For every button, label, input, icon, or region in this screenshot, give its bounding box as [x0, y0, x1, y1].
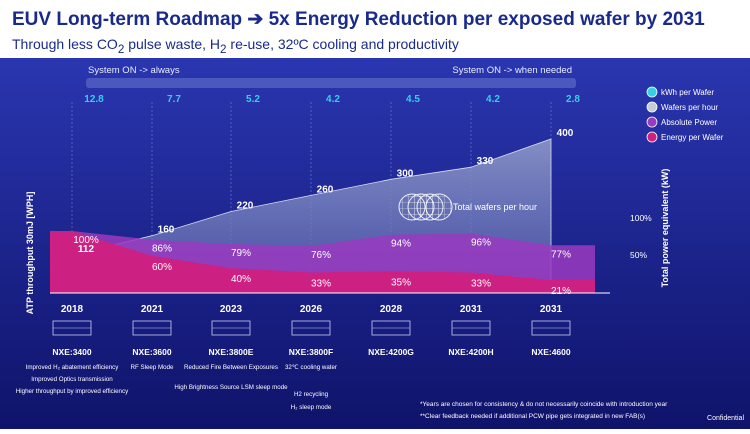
machine-column: NXE:4200H	[448, 320, 494, 357]
energy-value-label: 21%	[551, 286, 571, 297]
machine-name: NXE:4200G	[368, 347, 414, 357]
machine-name: NXE:3600	[132, 347, 171, 357]
legend-swatch-2	[646, 116, 658, 128]
y-axis-left-label: ATP throughput 30mJ [WPH]	[25, 192, 35, 315]
wafers-value-label: 260	[317, 184, 334, 195]
machine-column: NXE:4200G	[368, 320, 414, 357]
machine-list: NXE:3400 Improved H₂ abatement efficiency…	[16, 320, 571, 411]
power-value-label: 76%	[311, 250, 331, 261]
footnote-1: *Years are chosen for consistency & do n…	[420, 401, 668, 408]
machine-name: NXE:3400	[52, 347, 91, 357]
page-title: EUV Long-term Roadmap ➔ 5x Energy Reduct…	[12, 9, 705, 30]
machine-note: Improved Optics transmission	[31, 376, 113, 383]
kwh-value-label: 7.7	[167, 94, 181, 105]
machine-column: NXE:3600 RF Sleep Mode	[131, 320, 175, 371]
machine-note: High Brightness Source LSM sleep mode	[174, 384, 288, 391]
timeline-banner-bar	[86, 78, 576, 88]
energy-value-label: 40%	[231, 274, 251, 285]
chart-marks: 112 160 220 260 300 330 400 100% 86% 79% 76% 94% 96%…	[50, 94, 610, 315]
year-tick-label: 2031	[460, 304, 483, 315]
machine-note: H2 recycling	[294, 391, 329, 398]
machine-note: 32℃ cooling water	[285, 364, 337, 371]
wafers-value-label: 330	[477, 156, 494, 167]
power-value-label: 94%	[391, 239, 411, 250]
machine-note: RF Sleep Mode	[131, 364, 175, 371]
machine-column: NXE:4600	[531, 320, 571, 357]
subtitle-subscript: 2	[117, 42, 125, 56]
power-value-label: 86%	[152, 244, 172, 255]
year-tick-label: 2021	[141, 304, 164, 315]
legend-label-1: Wafers per hour	[661, 103, 718, 112]
kwh-value-label: 4.2	[486, 94, 500, 105]
legend-swatch-3	[646, 131, 658, 143]
kwh-value-label: 12.8	[84, 94, 104, 105]
wafer-icon	[398, 193, 453, 221]
machine-note: Reduced Fire Between Exposures	[184, 364, 278, 371]
banner-always-on: System ON -> always	[88, 65, 180, 76]
legend-label-3: Energy per Wafer	[661, 133, 724, 142]
wafers-value-label: 160	[158, 225, 175, 236]
confidential-label: Confidential	[707, 415, 744, 422]
kwh-value-label: 4.5	[406, 94, 420, 105]
legend-label-2: Absolute Power	[661, 118, 717, 127]
power-value-label: 96%	[471, 238, 491, 249]
subtitle-part: re-use, 32ºC cooling and productivity	[226, 36, 459, 52]
machine-note: H₂ sleep mode	[291, 404, 332, 411]
banner-when-needed: System ON -> when needed	[452, 65, 572, 76]
power-value-label: 79%	[231, 248, 251, 259]
energy-value-label: 33%	[311, 279, 331, 290]
legend-label-0: kWh per Wafer	[661, 88, 714, 97]
energy-value-label: 33%	[471, 279, 491, 290]
wafers-value-label: 300	[397, 168, 414, 179]
legend: kWh per Wafer Wafers per hour Absolute Pow…	[646, 86, 724, 143]
power-value-label: 77%	[551, 249, 571, 260]
year-tick-label: 2018	[61, 304, 84, 315]
power-value-label: 100%	[73, 235, 99, 246]
year-tick-label: 2023	[220, 304, 243, 315]
series-energy-area	[50, 231, 595, 293]
roadmap-chart: System ON -> always System ON -> when ne…	[0, 58, 750, 429]
year-tick-label: 2026	[300, 304, 323, 315]
subtitle-subscript: 2	[220, 42, 227, 56]
energy-value-label: 35%	[391, 277, 411, 288]
machine-name: NXE:4600	[531, 347, 570, 357]
page-subtitle: Through less CO2 pulse waste, H2 re-use,…	[12, 36, 459, 56]
kwh-value-label: 4.2	[326, 94, 340, 105]
y-axis-right-label: Total power equivalent (kW)	[660, 169, 670, 288]
footnote-2: **Clear feedback needed if additional PC…	[420, 413, 645, 420]
year-tick-label: 2031	[540, 304, 563, 315]
energy-value-label: 60%	[152, 262, 172, 273]
machine-column: NXE:3400 Improved H₂ abatement efficiency…	[16, 320, 129, 395]
wafers-value-label: 400	[557, 128, 574, 139]
right-tick-100: 100%	[630, 213, 652, 223]
subtitle-part: Through less CO	[12, 36, 118, 52]
machine-column: NXE:3800F 32℃ cooling water H2 recycling H₂…	[285, 320, 337, 411]
wafers-value-label: 112	[78, 244, 95, 255]
right-tick-50: 50%	[630, 250, 647, 260]
machine-note: Improved H₂ abatement efficiency	[26, 364, 120, 371]
year-tick-label: 2028	[380, 304, 403, 315]
machine-column: NXE:3800E Reduced Fire Between Exposures H…	[174, 320, 288, 391]
machine-name: NXE:3800F	[289, 347, 333, 357]
kwh-value-label: 5.2	[246, 94, 260, 105]
subtitle-part: pulse waste, H	[124, 36, 221, 52]
annotation-total-wafers: Total wafers per hour	[453, 202, 537, 212]
wafers-value-label: 220	[237, 201, 254, 212]
legend-swatch-0	[646, 86, 658, 98]
roadmap-chart-svg: System ON -> always System ON -> when ne…	[0, 58, 750, 429]
machine-note: Higher throughput by improved efficiency	[16, 388, 129, 395]
kwh-value-label: 2.8	[566, 94, 580, 105]
machine-name: NXE:3800E	[209, 347, 254, 357]
machine-name: NXE:4200H	[448, 347, 493, 357]
legend-swatch-1	[646, 101, 658, 113]
